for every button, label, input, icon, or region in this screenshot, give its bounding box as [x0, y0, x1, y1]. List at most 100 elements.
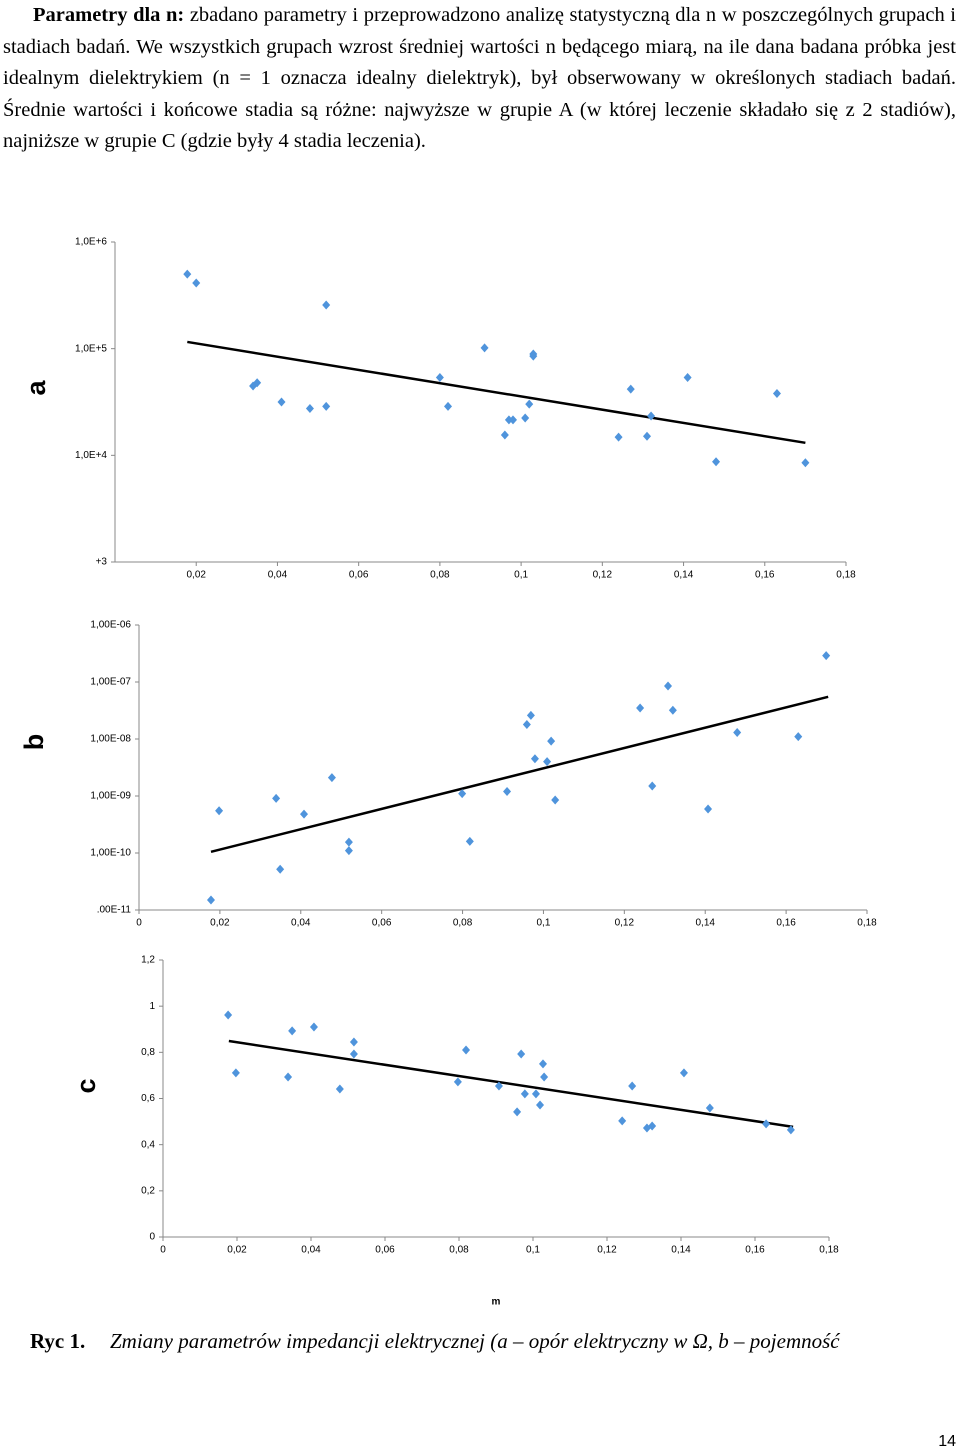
data-point: [322, 401, 331, 411]
data-point: [801, 458, 810, 468]
y-tick-label: 1,0E+5: [75, 343, 107, 354]
x-tick-label: 0,18: [819, 1245, 839, 1256]
caption-label: Ryc 1.: [30, 1329, 85, 1353]
data-point: [288, 1026, 297, 1036]
data-point: [733, 728, 742, 738]
paragraph-text: zbadano parametry i przeprowadzono anali…: [3, 4, 956, 152]
x-tick-label: 0,1: [514, 570, 528, 581]
data-point: [503, 786, 512, 796]
x-tick-label: 0,12: [597, 1245, 617, 1256]
paragraph-lead: Parametry dla n:: [33, 4, 185, 26]
x-tick-label: 0,18: [857, 918, 877, 929]
x-tick-label: 0: [160, 1245, 166, 1256]
x-tick-label: 0,1: [526, 1245, 540, 1256]
data-point: [538, 1059, 547, 1069]
data-point: [494, 1081, 503, 1091]
x-tick-label: 0,02: [227, 1245, 247, 1256]
data-point: [520, 1089, 529, 1099]
x-axis-label: m: [492, 1297, 501, 1308]
data-point: [712, 457, 721, 467]
data-point: [276, 864, 285, 874]
y-tick-label: 0,4: [141, 1139, 155, 1150]
y-tick-label: 1: [149, 1001, 155, 1012]
data-point: [648, 1121, 657, 1131]
caption-text: Zmiany parametrów impedancji elektryczne…: [110, 1329, 840, 1353]
x-tick-label: 0,12: [615, 918, 635, 929]
data-point: [664, 681, 673, 691]
paragraph: Parametry dla n: zbadano parametry i prz…: [3, 0, 956, 158]
x-tick-label: 0,16: [755, 570, 775, 581]
data-point: [480, 343, 489, 353]
data-point: [526, 710, 535, 720]
y-tick-label: 0,6: [141, 1093, 155, 1104]
x-tick-label: 0,06: [349, 570, 369, 581]
data-point: [822, 651, 831, 661]
data-point: [643, 431, 652, 441]
y-tick-label: 1,00E-06: [90, 620, 131, 631]
data-point: [272, 793, 281, 803]
data-point: [636, 703, 645, 713]
y-tick-label: 0: [149, 1232, 155, 1243]
x-tick-label: 0,16: [745, 1245, 765, 1256]
data-point: [435, 372, 444, 382]
trend-line: [210, 695, 829, 854]
x-tick-label: 0,06: [375, 1245, 395, 1256]
data-point: [349, 1037, 358, 1047]
x-tick-label: 0,04: [291, 918, 311, 929]
data-point: [344, 837, 353, 847]
data-point: [277, 397, 286, 407]
x-tick-label: 0,02: [210, 918, 230, 929]
x-tick-label: 0,08: [453, 918, 473, 929]
y-tick-label: 1,00E-07: [90, 677, 131, 688]
y-axis-label: b: [19, 734, 49, 751]
data-point: [465, 836, 474, 846]
y-axis-label: a: [21, 380, 51, 396]
x-tick-label: 0,14: [674, 570, 694, 581]
x-tick-label: 0,06: [372, 918, 392, 929]
data-point: [183, 269, 192, 279]
data-point: [522, 719, 531, 729]
page-number: 14: [938, 1433, 956, 1450]
data-point: [521, 413, 530, 423]
y-tick-label: 1,00E-10: [90, 848, 131, 859]
data-point: [458, 789, 467, 799]
data-point: [231, 1068, 240, 1078]
y-tick-label: 1,2: [141, 955, 155, 966]
data-point: [284, 1072, 293, 1082]
data-point: [305, 403, 314, 413]
data-point: [529, 351, 538, 361]
data-point: [525, 399, 534, 409]
x-tick-label: 0,14: [671, 1245, 691, 1256]
data-point: [679, 1068, 688, 1078]
y-tick-label: 0,8: [141, 1047, 155, 1058]
data-point: [668, 705, 677, 715]
y-tick-label: 0,2: [141, 1185, 155, 1196]
data-point: [705, 1103, 714, 1113]
data-point: [327, 773, 336, 783]
x-tick-label: 0,02: [186, 570, 206, 581]
data-point: [504, 415, 513, 425]
data-point: [683, 372, 692, 382]
data-point: [462, 1045, 471, 1055]
data-point: [614, 432, 623, 442]
y-tick-label: +3: [96, 557, 108, 568]
x-tick-label: 0,08: [449, 1245, 469, 1256]
data-point: [543, 757, 552, 767]
data-point: [249, 381, 258, 391]
data-point: [647, 411, 656, 421]
data-point: [517, 1049, 526, 1059]
x-tick-label: 0,18: [836, 570, 856, 581]
data-point: [618, 1116, 627, 1126]
data-point: [531, 1089, 540, 1099]
x-tick-label: 0: [136, 918, 142, 929]
data-point: [547, 736, 556, 746]
data-point: [253, 378, 262, 388]
data-point: [508, 415, 517, 425]
data-point: [500, 430, 509, 440]
data-point: [794, 732, 803, 742]
x-tick-label: 0,04: [268, 570, 288, 581]
trend-line: [228, 1039, 794, 1129]
data-point: [444, 401, 453, 411]
